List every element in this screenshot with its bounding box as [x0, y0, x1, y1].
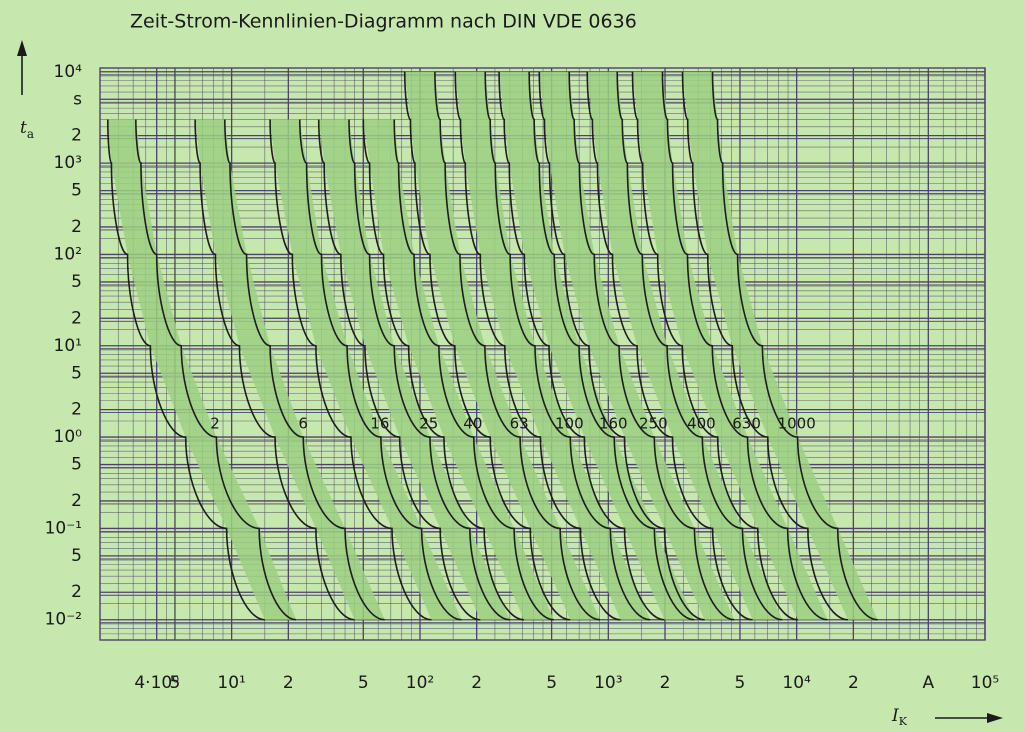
band-label: 40 — [463, 415, 482, 433]
band-area — [632, 71, 828, 620]
band-area — [682, 71, 878, 620]
x-tick-label: 5 — [358, 673, 369, 693]
curve-high — [224, 119, 385, 621]
curve-low — [317, 119, 481, 621]
band-area — [587, 71, 783, 620]
curve-high — [434, 71, 601, 621]
chart-title: Zeit-Strom-Kennlinien-Diagramm nach DIN … — [130, 11, 637, 33]
band-label: 400 — [687, 415, 716, 433]
band-label: 1000 — [778, 415, 816, 433]
band-area — [270, 119, 462, 620]
band-label: 16 — [370, 415, 389, 433]
curve-high — [528, 71, 695, 621]
curve-high — [348, 119, 510, 621]
band-label: 100 — [555, 415, 584, 433]
x-tick-label: 5 — [735, 673, 746, 693]
x-tick-label: 2 — [848, 673, 859, 693]
band-label: 2 — [210, 415, 220, 433]
curve-low — [586, 71, 753, 621]
y-tick-label: 10⁻¹ — [45, 518, 82, 538]
y-tick-label: 2 — [71, 217, 82, 237]
bands — [106, 71, 878, 621]
band-label: 25 — [419, 415, 438, 433]
y-tick-label: s — [73, 89, 82, 109]
band-area — [363, 119, 554, 620]
y-axis-label: ta — [20, 118, 34, 141]
x-tick-label: 5 — [546, 673, 557, 693]
y-tick-label: 10⁻² — [45, 610, 82, 630]
curve-high — [711, 71, 878, 621]
x-tick-label: 2 — [471, 673, 482, 693]
y-label-symbol: t — [20, 118, 27, 138]
x-label-symbol: I — [891, 706, 899, 726]
x-axis-arrow — [935, 713, 1003, 723]
x-tick-label: 10² — [406, 673, 434, 693]
curve-low — [498, 71, 665, 621]
y-tick-label: 10⁴ — [54, 62, 83, 82]
x-tick-label: 4·10⁰ — [134, 673, 179, 693]
band-label: 6 — [298, 415, 308, 433]
y-tick-label: 10¹ — [54, 336, 82, 356]
x-tick-label: 10⁵ — [971, 673, 999, 693]
y-tick-label: 5 — [71, 363, 82, 383]
y-tick-label: 2 — [71, 491, 82, 511]
y-tick-label: 2 — [71, 126, 82, 146]
curve-low — [538, 71, 705, 621]
curve-high — [616, 71, 783, 621]
curve-high — [484, 71, 651, 621]
x-tick-label: 2 — [283, 673, 294, 693]
curve-low — [269, 119, 432, 621]
y-tick-label: 2 — [71, 308, 82, 328]
band-area — [539, 71, 735, 620]
band-label: 63 — [510, 415, 529, 433]
curve-low — [194, 119, 355, 621]
x-tick-label: A — [922, 673, 934, 693]
x-tick-label: 10⁴ — [782, 673, 811, 693]
y-tick-label: 2 — [71, 582, 82, 602]
curve-low — [681, 71, 849, 621]
curve-low — [454, 71, 621, 621]
band-area — [195, 119, 385, 620]
curve-high — [661, 71, 828, 621]
x-tick-label: 10¹ — [217, 673, 245, 693]
y-tick-label: 10³ — [54, 153, 82, 173]
x-tick-label: 10³ — [594, 673, 622, 693]
x-tick-label: 5 — [170, 673, 181, 693]
curve-low — [403, 71, 571, 621]
band-label: 630 — [732, 415, 761, 433]
band-label: 250 — [639, 415, 668, 433]
y-label-sub: a — [27, 127, 34, 141]
curve-high — [298, 119, 462, 621]
y-tick-label: 5 — [71, 272, 82, 292]
band-area — [499, 71, 695, 620]
band-area — [107, 119, 297, 620]
x-tick-label: 2 — [660, 673, 671, 693]
curve-low — [106, 119, 265, 621]
band-label: 160 — [599, 415, 628, 433]
curve-low — [631, 71, 798, 621]
band-area — [318, 119, 510, 620]
y-tick-label: 10² — [54, 244, 82, 264]
y-tick-label: 5 — [71, 181, 82, 201]
y-tick-label: 2 — [71, 400, 82, 420]
curve-low — [362, 119, 525, 621]
y-tick-label: 5 — [71, 546, 82, 566]
band-area — [455, 71, 651, 620]
curve-high — [135, 119, 297, 621]
y-tick-label: 10⁰ — [54, 427, 83, 447]
y-axis-arrow — [17, 40, 27, 95]
curve-high — [393, 119, 554, 621]
curve-high — [568, 71, 735, 621]
x-label-sub: K — [899, 715, 908, 728]
x-axis-label: IK — [891, 706, 908, 729]
y-tick-label: 5 — [71, 455, 82, 475]
band-area — [404, 71, 600, 620]
